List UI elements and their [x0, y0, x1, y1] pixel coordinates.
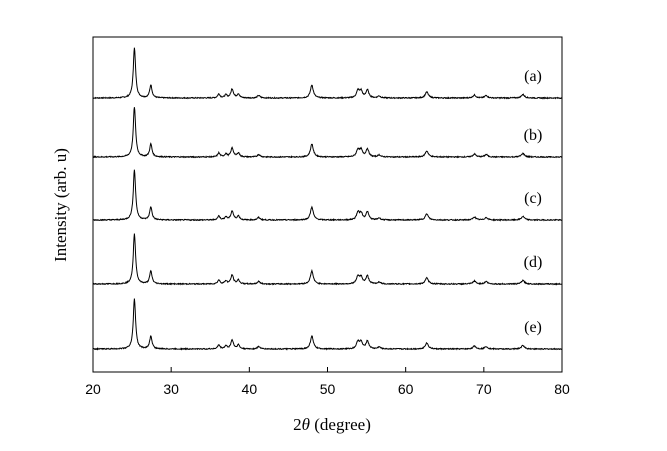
x-axis-label: 2θ (degree) — [293, 415, 371, 434]
x-tick-label: 60 — [398, 381, 414, 397]
x-tick-label: 30 — [163, 381, 179, 397]
x-tick-label: 20 — [85, 381, 101, 397]
series-label: (c) — [524, 190, 542, 207]
series-label: (d) — [524, 254, 543, 271]
x-tick-label: 80 — [554, 381, 570, 397]
x-tick-label: 50 — [320, 381, 336, 397]
series-label: (a) — [524, 68, 542, 85]
x-tick-label: 70 — [476, 381, 492, 397]
series-traces — [92, 47, 563, 351]
x-axis-label-prefix: 2 — [293, 415, 302, 434]
x-axis-label-theta: θ — [302, 415, 310, 434]
series-trace-1 — [93, 47, 563, 100]
series-trace-3 — [92, 169, 563, 222]
x-tick-label: 40 — [242, 381, 258, 397]
x-axis-ticks: 20 30 40 50 60 70 80 — [85, 367, 570, 397]
series-labels: (a) (b) (c) (d) (e) — [524, 68, 543, 336]
series-trace-5 — [92, 298, 563, 351]
series-trace-2 — [92, 107, 563, 159]
series-trace-4 — [92, 233, 563, 286]
series-label: (e) — [524, 319, 542, 336]
plot-frame — [92, 36, 563, 373]
y-axis-label: Intensity (arb. u) — [51, 148, 70, 262]
x-axis-label-unit: (degree) — [310, 415, 371, 434]
series-label: (b) — [524, 127, 543, 144]
